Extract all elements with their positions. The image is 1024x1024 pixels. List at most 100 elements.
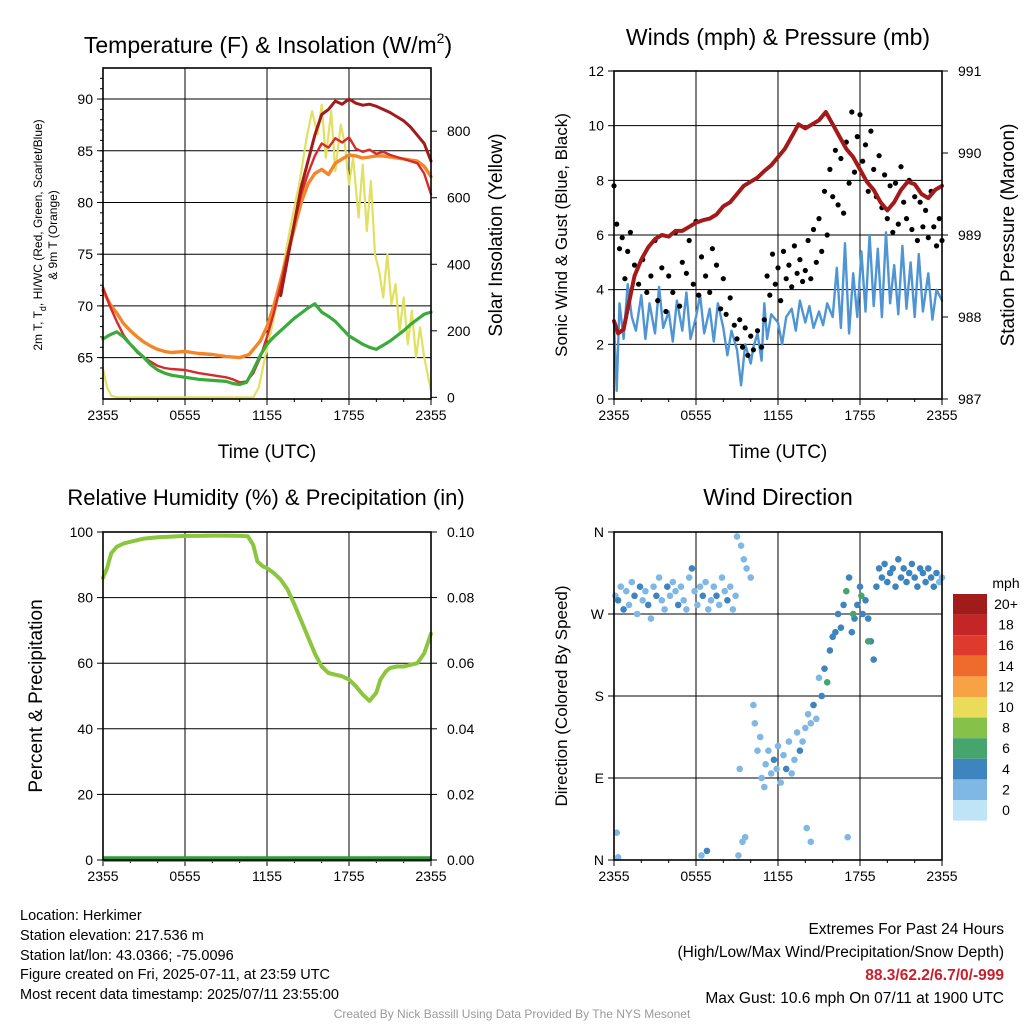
wind-direction-title: Wind Direction [703, 484, 853, 510]
y-tick-label: 100 [70, 524, 94, 540]
direction-point [647, 615, 655, 622]
gust-point [720, 276, 726, 282]
y-tick-label: 20 [77, 786, 93, 802]
winds-xlabel: Time (UTC) [729, 442, 828, 463]
y-tick-label: 80 [77, 194, 93, 210]
gust-point [838, 155, 844, 162]
direction-point [650, 583, 657, 590]
winds-ylabel-right: Station Pressure (Maroon) [998, 124, 1019, 347]
direction-point [870, 656, 877, 663]
direction-point [878, 574, 886, 581]
x-tick-label: 2355 [87, 407, 118, 423]
direction-point [613, 829, 620, 836]
gust-point [713, 262, 720, 268]
gust-point [644, 289, 650, 295]
gust-point [830, 194, 836, 200]
gust-point [805, 237, 811, 244]
direction-point [818, 692, 825, 700]
x-tick-label: 0555 [169, 868, 200, 884]
speed-legend: mph 20+ 18 16 14 12 10 8 6 4 2 0 [953, 575, 1020, 821]
y-tick-label: 70 [77, 298, 93, 314]
gust-point [677, 303, 683, 309]
legend-swatch [953, 614, 987, 636]
direction-point [639, 597, 646, 604]
direction-point [895, 556, 902, 563]
legend-label: 14 [998, 658, 1014, 674]
x-tick-label: 1755 [844, 868, 875, 884]
direction-point [897, 574, 905, 581]
gust-point [903, 216, 910, 222]
y-tick-label: N [594, 524, 604, 540]
gust-point [696, 292, 702, 298]
gust-point [917, 199, 923, 205]
direction-point [713, 592, 720, 600]
gust-point [786, 262, 792, 268]
y-tick-label: S [595, 688, 604, 704]
direction-point [773, 765, 780, 773]
direction-point [661, 606, 668, 613]
extremes-title: Extremes For Past 24 Hours [808, 921, 1004, 938]
legend-swatch [953, 655, 987, 677]
gust-point [748, 333, 754, 339]
y-tick-label: 40 [77, 721, 93, 737]
y2-tick-label: 991 [958, 63, 982, 79]
gust-point [851, 169, 858, 175]
gust-point [854, 134, 860, 140]
gust-point [707, 289, 713, 295]
x-tick-label: 0555 [680, 407, 711, 423]
direction-point [737, 542, 745, 549]
gust-point [625, 248, 631, 254]
direction-point [672, 587, 679, 595]
winds-title: Winds (mph) & Pressure (mb) [626, 24, 930, 50]
direction-point [625, 601, 633, 609]
direction-point [741, 833, 749, 841]
direction-point [735, 852, 742, 859]
legend-swatch [953, 594, 987, 615]
y2-tick-label: 0.08 [447, 590, 474, 606]
x-tick-label: 2355 [415, 407, 446, 423]
direction-point [799, 738, 806, 745]
legend-swatch [953, 738, 987, 759]
direction-point [803, 824, 810, 832]
direction-point [802, 724, 809, 732]
direction-point [864, 638, 872, 645]
location-text: Location: Herkimer [20, 908, 142, 924]
extremes-values: 88.3/62.2/6.7/0/-999 [865, 967, 1004, 984]
gust-point [750, 347, 757, 353]
direction-point [688, 565, 696, 572]
y2-tick-label: 988 [958, 309, 982, 325]
gust-point [892, 180, 899, 186]
direction-point [710, 583, 718, 590]
direction-point [677, 583, 685, 590]
gust-point [824, 232, 830, 238]
direction-point [750, 701, 757, 709]
latlon-text: Station lat/lon: 43.0366; -75.0096 [20, 947, 234, 964]
direction-point [614, 854, 622, 861]
gust-point [936, 216, 942, 222]
direction-point [845, 574, 853, 581]
gust-point [666, 273, 672, 279]
y2-tick-label: 0.04 [447, 721, 474, 737]
gust-point [761, 317, 767, 323]
gust-point [901, 199, 907, 205]
gust-point [791, 243, 798, 249]
direction-point [765, 747, 772, 754]
y-tick-label: N [594, 852, 604, 868]
direction-point [644, 601, 652, 609]
direction-point [864, 615, 872, 622]
y-tick-label: 60 [77, 655, 93, 671]
gust-point [895, 221, 901, 227]
direction-point [854, 601, 861, 609]
direction-point [791, 756, 798, 764]
legend-title: mph [992, 575, 1019, 591]
direction-point [756, 733, 764, 741]
direction-point [844, 833, 851, 841]
direction-point [881, 560, 888, 568]
legend-label: 4 [1002, 761, 1010, 777]
y2-tick-label: 990 [958, 145, 982, 161]
y2-tick-label: 0 [447, 389, 455, 405]
direction-point [892, 583, 899, 590]
legend-label: 18 [998, 617, 1014, 633]
y-tick-label: 65 [77, 350, 93, 366]
legend-label: 2 [1002, 781, 1010, 797]
